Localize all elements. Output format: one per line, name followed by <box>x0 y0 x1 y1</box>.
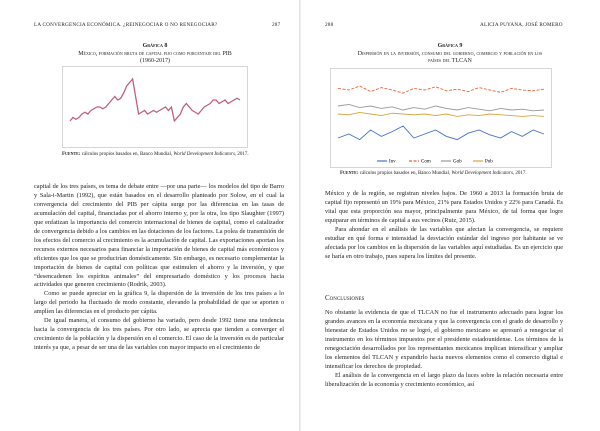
figure-label: Gráfica 8 <box>142 43 168 49</box>
body-text: México y de la región, se registran nive… <box>325 190 563 262</box>
figure-label: Gráfica 9 <box>437 43 463 49</box>
figure-title: Dispersión en la inversión, consumo del … <box>357 51 543 64</box>
data-line <box>337 85 545 94</box>
source-label: Fuente: <box>62 152 81 157</box>
source-text: cálculos propios basados en, Banco Mundi… <box>80 152 174 157</box>
chart-frame <box>62 66 248 148</box>
running-authors: ALICIA PUYANA, JOSÉ ROMERO <box>480 22 563 28</box>
figure-subtitle: (1960-2017) <box>140 58 170 64</box>
source-italic: World Development Indicators <box>451 171 513 176</box>
paragraph: capital de los tres países, es tema de d… <box>34 183 284 289</box>
data-line <box>337 111 545 117</box>
body-text: capital de los tres países, es tema de d… <box>34 183 284 353</box>
page-number: 287 <box>272 22 281 28</box>
paragraph: El análisis de la convergencia en el lar… <box>325 371 563 388</box>
legend-label: Gob <box>453 160 462 165</box>
paragraph: México y de la región, se registran nive… <box>325 190 563 224</box>
legend-label: Com <box>421 160 431 165</box>
spine <box>299 0 301 431</box>
figure-source: Fuente: cálculos propios basados en, Ban… <box>62 152 252 159</box>
running-title: LA CONVERGENCIA ECONÓMICA. ¿REINEGOCIAR … <box>34 22 218 28</box>
figure-source: Fuente: cálculos propios basados en, Ban… <box>340 171 540 178</box>
data-line <box>69 77 241 123</box>
source-italic: World Development Indicators <box>173 152 235 157</box>
paragraph: No obstante la evidencia de que el TLCAN… <box>325 309 563 370</box>
paragraph: De igual manera, el consumo del gobierno… <box>34 317 284 352</box>
source-label: Fuente: <box>340 171 359 176</box>
data-line <box>337 125 545 141</box>
page-number: 288 <box>325 22 334 28</box>
chart-frame <box>330 68 552 168</box>
section-heading: Conclusiones <box>325 294 365 302</box>
source-text: , 2017. <box>234 152 249 157</box>
body-text: No obstante la evidencia de que el TLCAN… <box>325 309 563 390</box>
data-line <box>337 103 545 112</box>
paragraph: Como se puede apreciar en la gráfica 9, … <box>34 290 284 316</box>
figure-title: México, formación bruta de capital fijo … <box>78 51 232 57</box>
source-text: , 2017. <box>512 171 527 176</box>
chart <box>62 66 248 148</box>
paragraph: Para ahondar en el análisis de las varia… <box>325 225 563 260</box>
legend-label: Pob <box>485 160 493 165</box>
source-text: cálculos propios basados en, Banco Mundi… <box>358 171 452 176</box>
chart: Inv Com Gob Pob <box>330 68 552 168</box>
legend-label: Inv <box>389 160 396 165</box>
